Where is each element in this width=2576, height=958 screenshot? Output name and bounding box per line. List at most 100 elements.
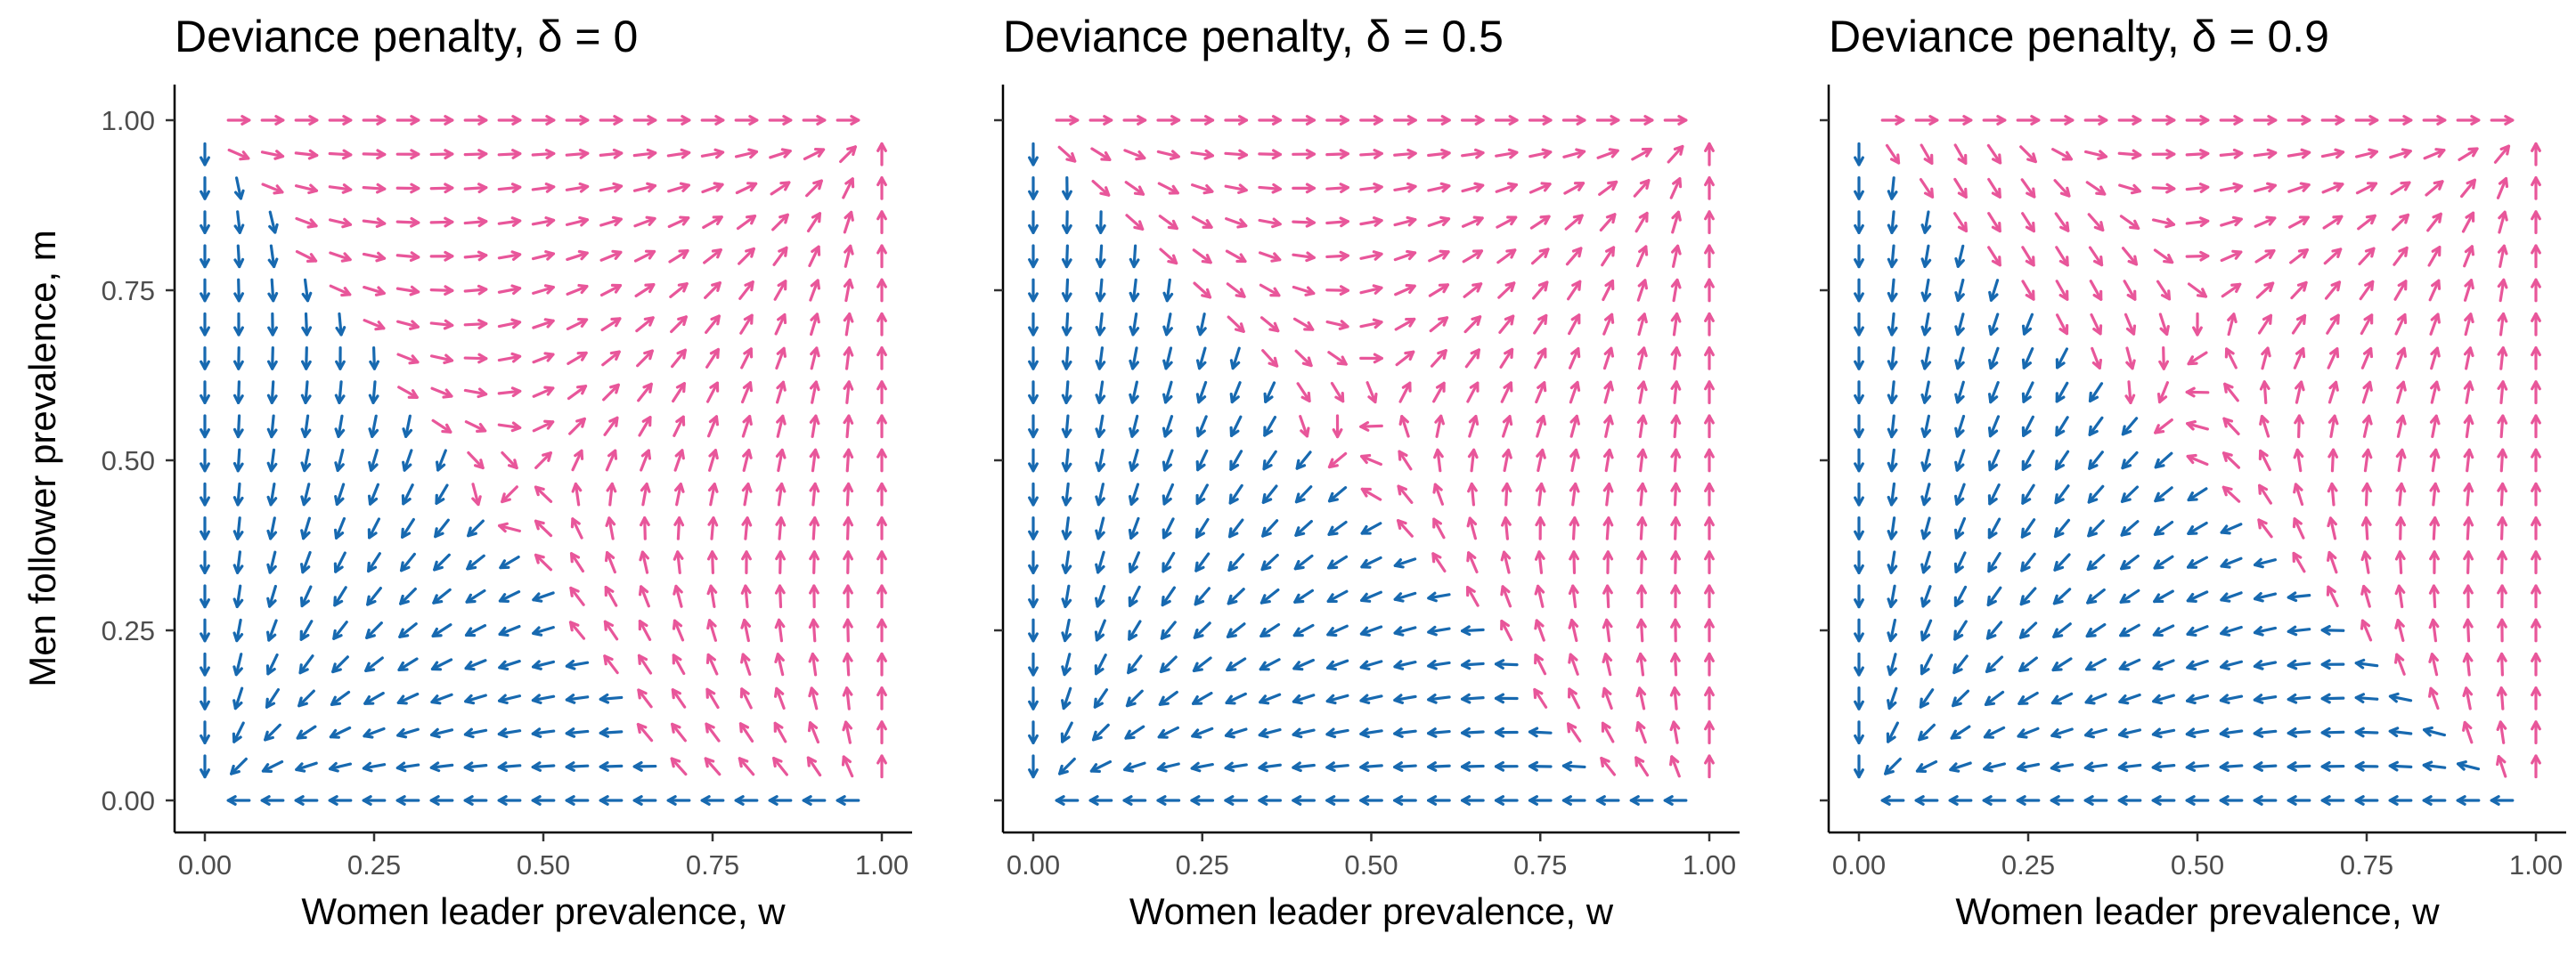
arrow-shaft: [2427, 246, 2441, 267]
vector-arrow: [1090, 147, 1112, 162]
arrow-shaft: [1639, 482, 1644, 507]
vector-arrow: [1528, 115, 1553, 126]
arrow-shaft: [2055, 280, 2069, 301]
arrow-head: [1259, 594, 1271, 605]
arrow-head: [1405, 317, 1416, 328]
arrow-shaft: [775, 380, 786, 404]
arrow-head: [2020, 561, 2031, 572]
vector-arrow: [1984, 690, 2005, 706]
vector-arrow: [1161, 586, 1177, 607]
arrow-shaft: [1890, 346, 1895, 370]
arrow-shaft: [1673, 652, 1678, 677]
arrow-head: [2364, 247, 2376, 258]
vector-arrow: [2463, 279, 2474, 302]
arrow-shaft: [1988, 449, 2001, 472]
arrow-head: [1259, 627, 1271, 638]
arrow-shaft: [772, 756, 788, 776]
vector-arrow: [1359, 353, 1383, 364]
arrow-shaft: [1264, 381, 1276, 403]
arrow-head: [1604, 279, 1615, 291]
arrow-shaft: [1360, 556, 1382, 569]
arrow-head: [200, 700, 210, 710]
vector-arrow: [1394, 317, 1416, 331]
vector-arrow: [1637, 313, 1648, 337]
arrow-shaft: [1569, 653, 1579, 676]
arrow-shaft: [741, 414, 752, 438]
vector-arrow: [2357, 214, 2376, 231]
arrow-head: [2050, 694, 2062, 705]
arrow-head: [1100, 150, 1112, 162]
vector-arrow: [2496, 755, 2507, 778]
arrow-head: [2266, 182, 2277, 193]
arrow-shaft: [1890, 414, 1895, 439]
vector-arrow: [2050, 115, 2075, 126]
vector-arrow: [1129, 346, 1139, 370]
arrow-head: [2131, 149, 2142, 160]
vector-arrow: [1398, 415, 1410, 438]
arrow-head: [1576, 115, 1586, 126]
arrow-shaft: [2361, 380, 2372, 404]
vector-arrow: [2020, 552, 2036, 572]
vector-arrow: [2293, 346, 2306, 369]
arrow-head: [1427, 625, 1438, 637]
vector-arrow: [1260, 553, 1279, 572]
arrow-shaft: [638, 416, 652, 437]
vector-arrow: [1162, 380, 1173, 404]
arrow-head: [1373, 149, 1383, 159]
vector-arrow: [2531, 312, 2541, 337]
vector-arrow: [362, 761, 387, 773]
vector-arrow: [1987, 449, 2001, 472]
arrow-head: [2531, 312, 2541, 322]
arrow-shaft: [1528, 730, 1553, 735]
vector-arrow: [2254, 215, 2277, 228]
vector-arrow: [1227, 553, 1245, 572]
arrow-shaft: [740, 381, 753, 404]
vector-arrow: [1953, 585, 1968, 607]
vector-arrow: [1095, 380, 1106, 404]
vector-arrow: [1061, 550, 1072, 574]
vector-arrow: [1292, 251, 1316, 263]
arrow-head: [1537, 347, 1547, 359]
vector-arrow: [1670, 380, 1682, 404]
arrow-shaft: [2225, 347, 2238, 369]
vector-arrow: [2220, 523, 2243, 535]
arrow-shaft: [329, 284, 352, 296]
arrow-head: [2267, 115, 2278, 126]
vector-arrow: [2088, 246, 2104, 267]
arrow-head: [507, 459, 518, 470]
vector-arrow: [637, 688, 653, 709]
arrow-head: [2198, 216, 2210, 228]
vector-arrow: [200, 176, 210, 200]
arrow-shaft: [1064, 584, 1071, 609]
vector-arrow: [632, 148, 657, 159]
arrow-shaft: [636, 349, 654, 368]
arrow-head: [734, 795, 745, 806]
arrow-head: [531, 727, 542, 738]
arrow-head: [1162, 291, 1174, 303]
arrow-head: [1887, 257, 1898, 269]
arrow-shaft: [1956, 380, 1965, 404]
arrow-shaft: [532, 591, 555, 602]
arrow-shaft: [1502, 550, 1511, 574]
vector-arrow: [843, 550, 853, 574]
arrow-shaft: [429, 186, 454, 191]
arrow-shaft: [1359, 185, 1383, 191]
arrow-shaft: [402, 483, 414, 506]
arrow-head: [1300, 426, 1310, 438]
arrow-head: [711, 281, 721, 292]
arrow-head: [779, 213, 789, 224]
arrow-shaft: [1536, 414, 1545, 438]
arrow-head: [1991, 256, 2001, 267]
arrow-shaft: [1225, 692, 1247, 705]
arrow-head: [1058, 764, 1069, 775]
arrow-head: [464, 627, 477, 637]
arrow-shaft: [534, 553, 553, 572]
vector-arrow: [1920, 143, 1934, 166]
vector-arrow: [2388, 692, 2413, 703]
arrow-head: [2430, 346, 2441, 358]
arrow-shaft: [2391, 213, 2410, 231]
arrow-head: [1202, 183, 1214, 195]
arrow-shaft: [2152, 694, 2175, 703]
vector-arrow: [1948, 115, 1973, 126]
arrow-shaft: [2396, 380, 2405, 404]
